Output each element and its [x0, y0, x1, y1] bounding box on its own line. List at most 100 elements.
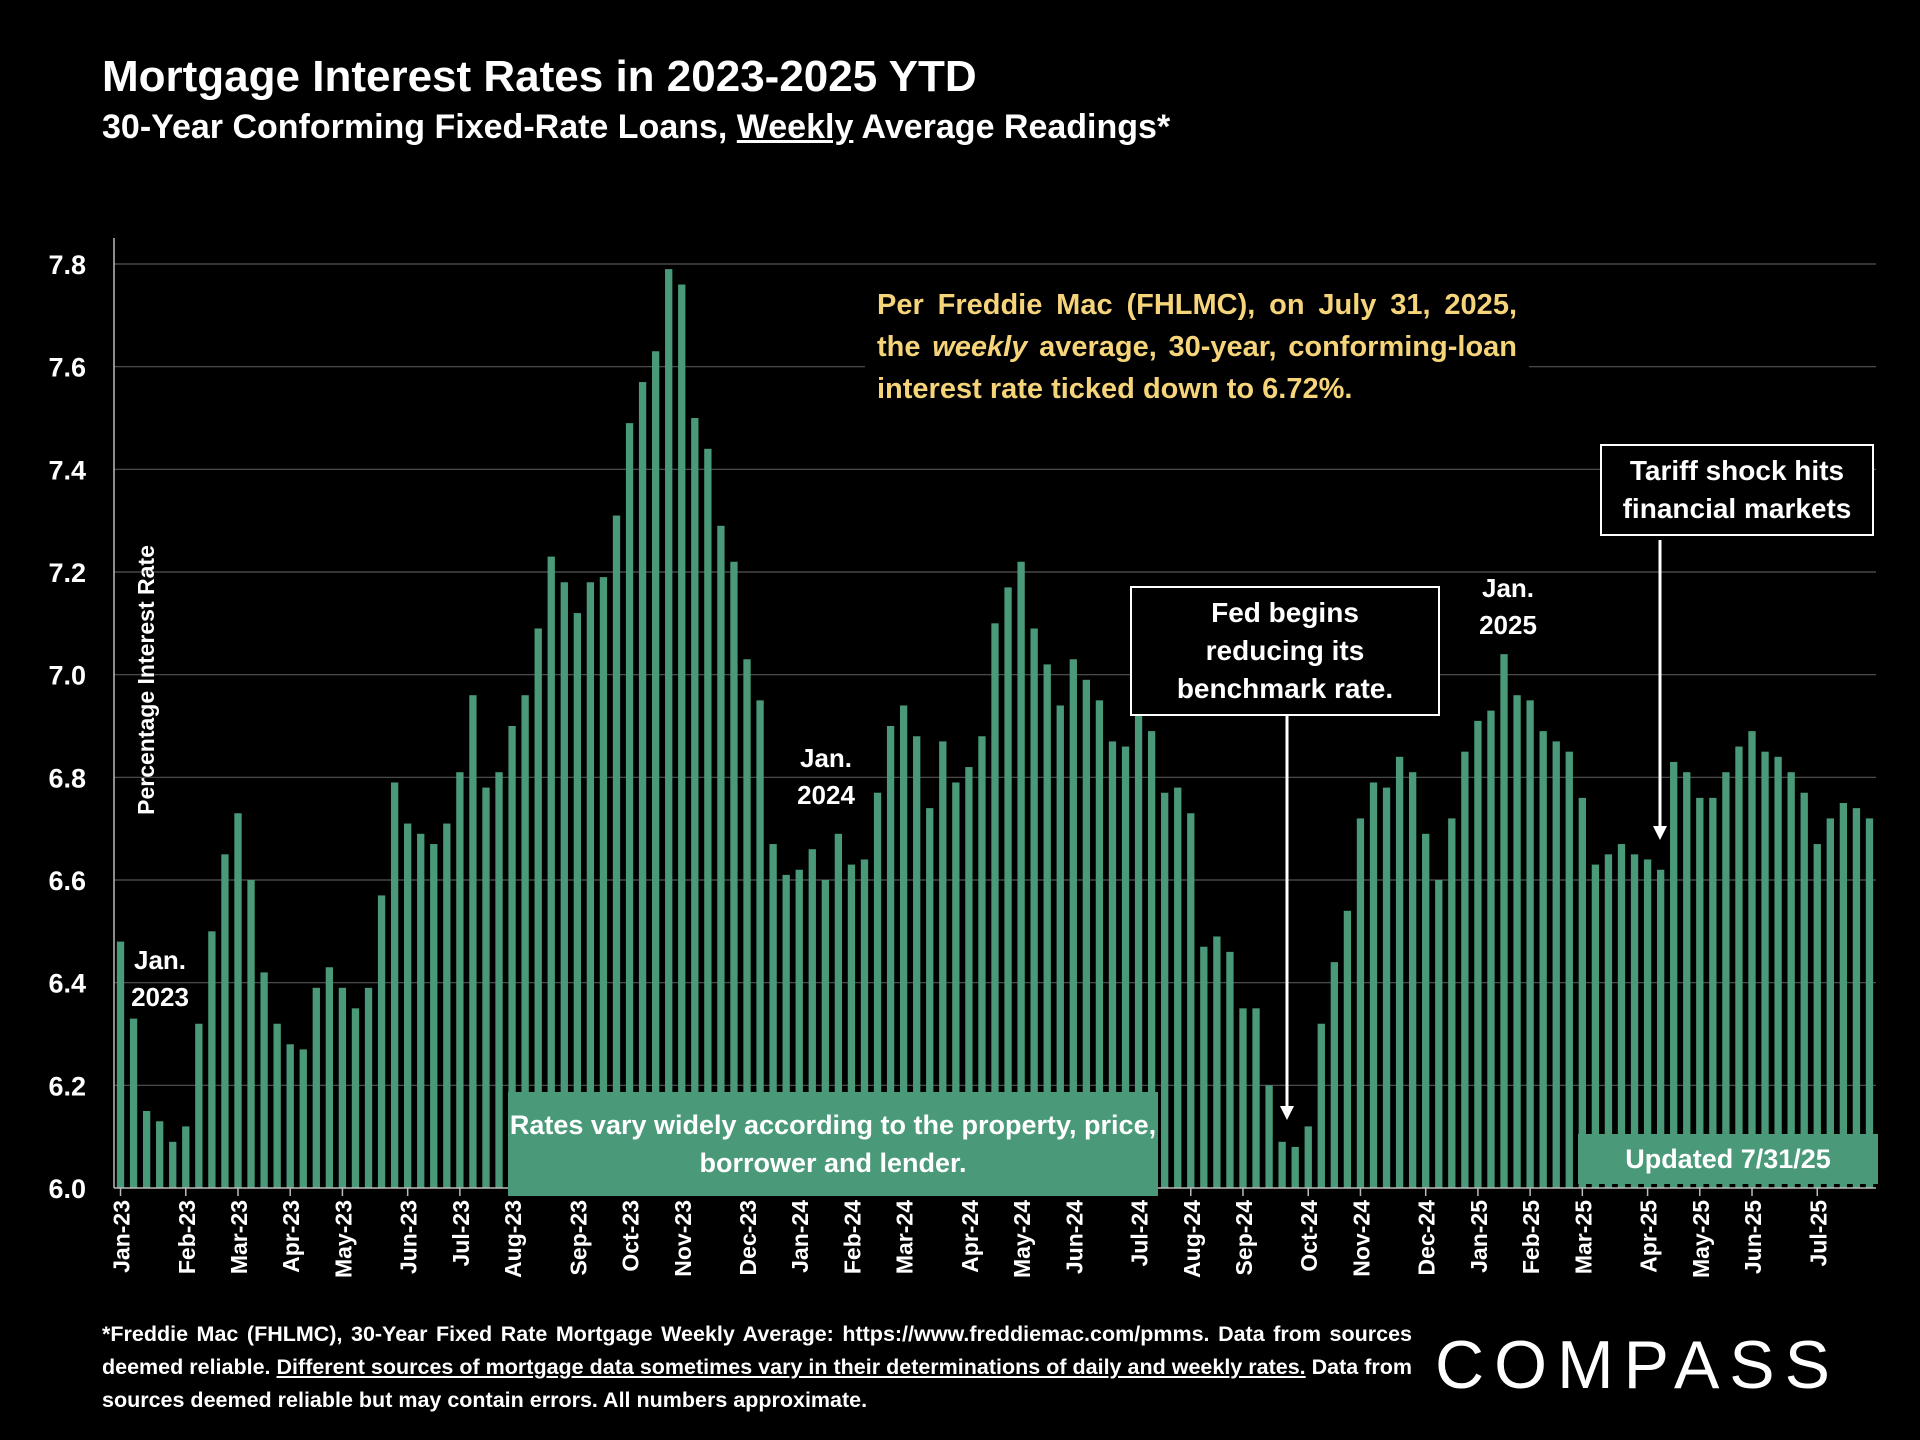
x-tick-label: Jul-23	[448, 1200, 474, 1266]
footer-line2-post: Data from sources deemed reliable but ma…	[102, 1355, 1413, 1412]
rate-bar	[1043, 664, 1051, 1188]
rate-bar	[469, 695, 477, 1188]
rate-bar	[1552, 741, 1560, 1188]
x-tick-label: Oct-24	[1296, 1200, 1322, 1272]
subtitle-underlined: Weekly	[736, 108, 854, 146]
compass-logo: COMPASS	[1435, 1327, 1841, 1403]
rate-bar	[1004, 587, 1012, 1188]
rate-bar	[338, 987, 347, 1188]
y-tick-label: 7.0	[48, 661, 86, 691]
x-tick-label: Mar-24	[892, 1200, 918, 1274]
rate-bar	[1056, 705, 1064, 1188]
rate-bar	[821, 880, 829, 1188]
rate-bar	[208, 931, 216, 1188]
rate-bar	[913, 736, 921, 1188]
rate-bar	[1617, 844, 1626, 1188]
rate-bar	[665, 269, 673, 1189]
rate-bar	[625, 423, 634, 1189]
jan-2025-line1: Jan.	[1481, 573, 1535, 603]
jan-2024-label: Jan. 2024	[784, 740, 868, 814]
y-tick-label: 6.2	[48, 1071, 86, 1101]
rate-bar	[273, 1023, 281, 1188]
rate-bar	[417, 833, 425, 1188]
x-tick-label: Aug-24	[1179, 1200, 1205, 1278]
x-tick-label: Dec-24	[1414, 1200, 1440, 1276]
y-axis-label: Percentage Interest Rate	[133, 545, 159, 815]
jan-2024-line1: Jan.	[799, 743, 853, 773]
rate-bar	[1422, 833, 1430, 1188]
updated-badge: Updated 7/31/25	[1578, 1134, 1878, 1184]
rate-bar	[1369, 782, 1378, 1188]
rate-bar	[1852, 808, 1861, 1188]
x-tick-label: Jan-24	[787, 1200, 813, 1273]
rate-bar	[782, 874, 790, 1188]
x-tick-label: Apr-23	[278, 1200, 304, 1273]
x-tick-label: May-24	[1009, 1200, 1035, 1278]
rate-bar	[1382, 787, 1391, 1188]
rate-bar	[1121, 746, 1130, 1188]
x-tick-label: Apr-25	[1636, 1200, 1662, 1273]
y-tick-label: 6.6	[48, 866, 86, 896]
rate-bar	[1239, 1008, 1247, 1188]
rate-bar	[1278, 1141, 1286, 1188]
rate-bar	[1722, 772, 1730, 1188]
rate-bar	[1448, 818, 1456, 1188]
x-tick-label: Apr-24	[957, 1200, 983, 1273]
subtitle-pre: 30-Year Conforming Fixed-Rate Loans,	[102, 108, 737, 146]
rate-bar	[534, 628, 542, 1188]
rate-bar	[1343, 910, 1352, 1188]
y-tick-label: 6.0	[48, 1174, 86, 1204]
rate-bar	[704, 448, 712, 1188]
rate-bar	[129, 1018, 138, 1188]
y-tick-label: 7.8	[48, 250, 86, 280]
rate-bar	[1461, 751, 1469, 1188]
rate-bar	[952, 782, 960, 1188]
rate-bar	[1304, 1126, 1312, 1188]
rate-bar	[717, 525, 725, 1188]
subtitle-post: Average Readings*	[853, 108, 1171, 146]
rate-bar	[1630, 854, 1639, 1188]
rate-bar	[926, 808, 934, 1188]
tariff-arrow-head	[1653, 826, 1667, 840]
rate-bar	[195, 1023, 203, 1188]
rate-bar	[1696, 797, 1704, 1188]
rate-bar	[547, 556, 555, 1188]
rate-bar	[1474, 720, 1482, 1188]
rates-vary-note: Rates vary widely according to the prope…	[508, 1092, 1158, 1196]
rate-bar	[351, 1008, 360, 1188]
rate-bar	[325, 967, 334, 1188]
x-tick-label: Aug-23	[500, 1200, 526, 1278]
rate-bar	[1174, 787, 1182, 1188]
rate-bar	[1487, 710, 1495, 1188]
rate-bar	[599, 577, 608, 1188]
rate-bar	[312, 987, 320, 1188]
y-tick-label: 6.8	[48, 763, 86, 793]
rate-bar	[1774, 756, 1782, 1188]
x-tick-label: Mar-23	[226, 1200, 252, 1274]
freddie-note-part1: Per Freddie Mac (FHLMC), on July 31, 202…	[877, 289, 1517, 363]
rate-bar	[247, 880, 255, 1188]
rate-bar	[730, 561, 738, 1188]
rate-bar	[978, 736, 986, 1188]
rate-bar	[1134, 700, 1143, 1188]
rate-bar	[495, 772, 503, 1188]
y-tick-label: 6.4	[48, 969, 86, 999]
page-subtitle: 30-Year Conforming Fixed-Rate Loans, Wee…	[102, 108, 1170, 147]
rate-bar	[1435, 880, 1443, 1188]
jan-2023-line2: 2023	[131, 982, 189, 1012]
rate-bar	[1513, 695, 1521, 1188]
x-tick-label: Oct-23	[618, 1200, 644, 1272]
rate-bar	[1030, 628, 1038, 1188]
rate-bar	[1409, 772, 1417, 1188]
rate-bar	[638, 382, 647, 1189]
freddie-note-italic: weekly	[932, 331, 1028, 363]
rate-bar	[169, 1141, 177, 1188]
rate-bar	[156, 1121, 164, 1188]
rate-bar	[1161, 792, 1169, 1188]
rate-bar	[1683, 772, 1691, 1188]
rate-bar	[939, 741, 947, 1188]
rate-bar	[651, 351, 660, 1188]
arrows	[1280, 540, 1667, 1120]
rate-bar	[377, 895, 386, 1188]
